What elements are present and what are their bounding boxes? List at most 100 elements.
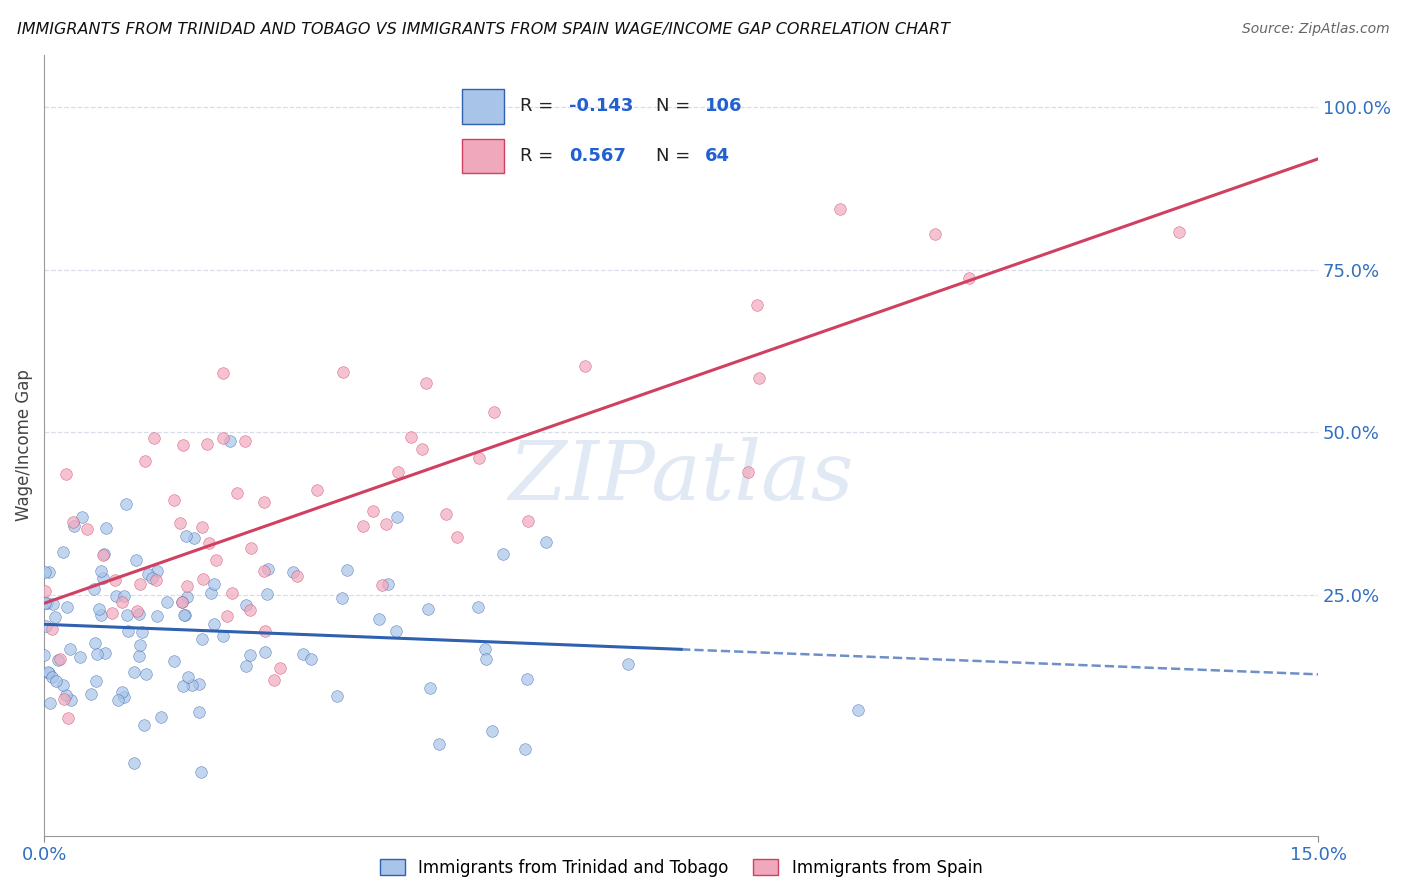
Point <box>112 690 135 705</box>
Point <box>172 679 194 693</box>
Point <box>411 442 433 456</box>
Point <box>128 639 150 653</box>
Point <box>169 516 191 530</box>
Point <box>55 688 77 702</box>
Point <box>215 609 238 624</box>
Point <box>200 586 222 600</box>
Point <box>44 609 66 624</box>
Point <box>218 434 240 449</box>
Point <box>72 509 94 524</box>
Point <box>368 612 391 626</box>
Point <box>91 548 114 562</box>
Point <box>212 366 235 380</box>
Point <box>475 652 498 666</box>
Point <box>96 521 118 535</box>
Point <box>221 586 243 600</box>
Point <box>1167 226 1189 240</box>
Text: IMMIGRANTS FROM TRINIDAD AND TOBAGO VS IMMIGRANTS FROM SPAIN WAGE/INCOME GAP COR: IMMIGRANTS FROM TRINIDAD AND TOBAGO VS I… <box>17 22 949 37</box>
Point <box>377 577 399 591</box>
Point <box>253 624 276 638</box>
Point <box>256 562 278 576</box>
Point <box>55 599 77 614</box>
Point <box>59 693 82 707</box>
Point <box>387 465 409 479</box>
Point <box>212 431 235 445</box>
Point <box>191 519 214 533</box>
Point <box>45 674 67 689</box>
Point <box>38 697 60 711</box>
Legend: Immigrants from Trinidad and Tobago, Immigrants from Spain: Immigrants from Trinidad and Tobago, Imm… <box>373 853 990 884</box>
Point <box>90 608 112 623</box>
Point <box>136 567 159 582</box>
Point <box>125 553 148 567</box>
Point <box>53 692 76 706</box>
Point <box>202 577 225 591</box>
Point <box>481 724 503 739</box>
Point <box>188 677 211 691</box>
Point <box>34 648 56 662</box>
Point <box>254 645 277 659</box>
Point <box>193 573 215 587</box>
Point <box>128 648 150 663</box>
Point <box>748 371 770 385</box>
Point <box>173 608 195 623</box>
Point <box>37 665 59 680</box>
Point <box>91 571 114 585</box>
Point <box>170 595 193 609</box>
Point <box>828 202 851 216</box>
Point <box>142 432 165 446</box>
Point <box>253 495 276 509</box>
Point <box>135 667 157 681</box>
Point <box>141 571 163 585</box>
Point <box>492 547 515 561</box>
Point <box>174 608 197 623</box>
Point <box>187 705 209 719</box>
Point <box>446 530 468 544</box>
Point <box>330 591 353 606</box>
Point <box>94 646 117 660</box>
Point <box>195 437 218 451</box>
Point <box>117 624 139 639</box>
Point <box>128 607 150 622</box>
Point <box>176 579 198 593</box>
Point <box>145 573 167 587</box>
Point <box>34 596 56 610</box>
Point <box>190 764 212 779</box>
Point <box>427 737 450 751</box>
Point <box>38 666 60 681</box>
Point <box>235 658 257 673</box>
Point <box>145 564 167 578</box>
Point <box>326 689 349 703</box>
Point <box>35 619 58 633</box>
Point <box>299 652 322 666</box>
Point <box>374 517 396 532</box>
Point <box>239 602 262 616</box>
Point <box>162 492 184 507</box>
Point <box>253 564 276 578</box>
Point <box>63 519 86 533</box>
Point <box>115 497 138 511</box>
Point <box>226 485 249 500</box>
Point <box>285 568 308 582</box>
Point <box>176 529 198 543</box>
Point <box>104 589 127 603</box>
Point <box>86 673 108 688</box>
Point <box>115 607 138 622</box>
Point <box>134 454 156 468</box>
Point <box>149 709 172 723</box>
Point <box>132 718 155 732</box>
Point <box>305 483 328 497</box>
Point <box>202 616 225 631</box>
Point <box>332 365 354 379</box>
Point <box>49 652 72 666</box>
Point <box>87 602 110 616</box>
Point <box>156 595 179 609</box>
Point <box>387 509 409 524</box>
Y-axis label: Wage/Income Gap: Wage/Income Gap <box>15 369 32 522</box>
Point <box>180 678 202 692</box>
Point <box>352 519 374 533</box>
Point <box>111 685 134 699</box>
Point <box>129 577 152 591</box>
Point <box>467 600 489 615</box>
Point <box>198 535 221 549</box>
